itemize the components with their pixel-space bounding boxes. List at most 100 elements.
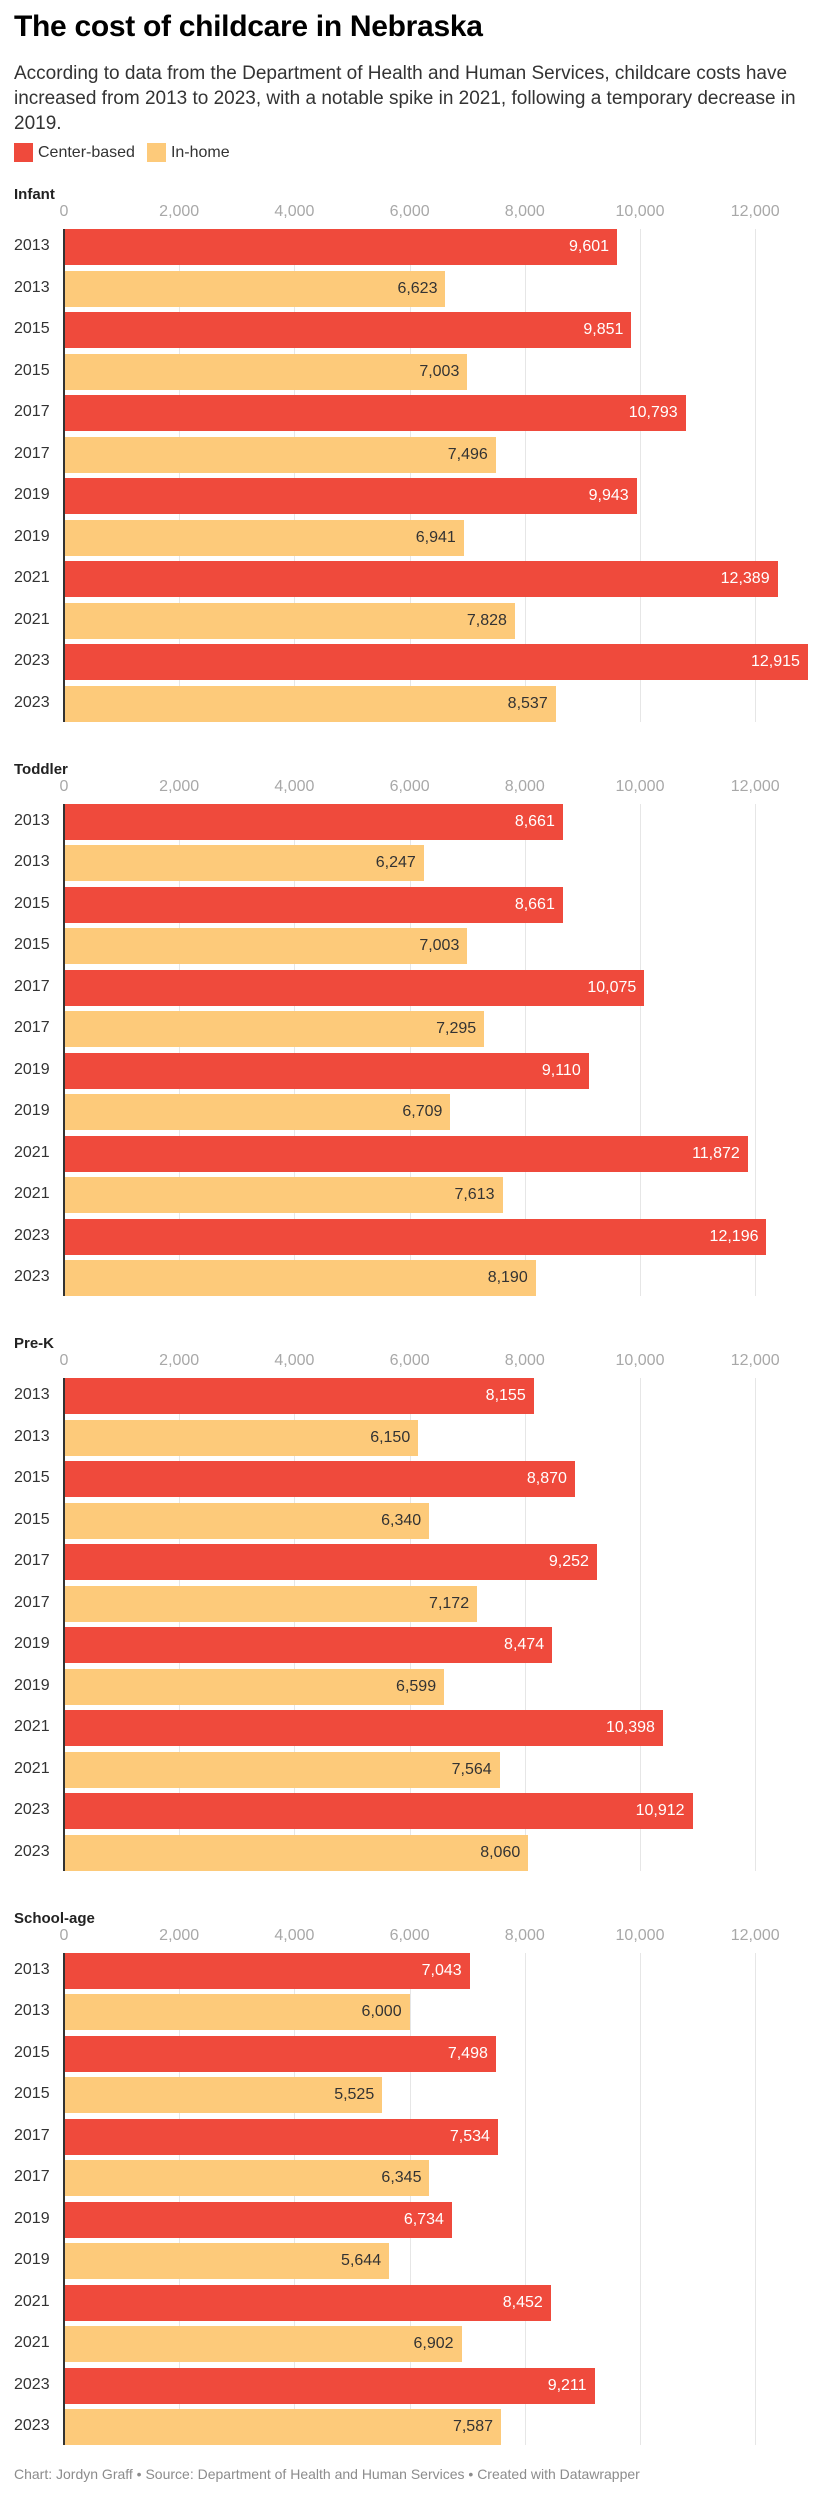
bar-value-label: 10,793	[628, 404, 678, 421]
bar-value-label: 8,155	[485, 1387, 526, 1404]
bar-in-home: 6,902	[64, 2326, 462, 2362]
legend-item-in-home: In-home	[146, 143, 230, 162]
bar-value-label: 6,902	[413, 2335, 454, 2352]
row-label-year: 2019	[14, 1102, 50, 1119]
row-label-year: 2015	[14, 2085, 50, 2102]
bar-center-based: 10,793	[64, 395, 686, 431]
bar-in-home: 7,587	[64, 2409, 501, 2445]
gridline	[755, 1378, 757, 1871]
bar-value-label: 7,564	[451, 1760, 492, 1778]
legend: Center-based In-home	[14, 143, 242, 162]
gridline	[524, 803, 526, 1296]
panel-title: Toddler	[14, 760, 68, 778]
row-label-year: 2021	[14, 1143, 50, 1161]
x-tick-label: 4,000	[274, 203, 315, 220]
gridline	[294, 229, 296, 722]
bar-center-based: 6,734	[64, 2201, 452, 2238]
row-label-year: 2017	[14, 1552, 50, 1569]
legend-item-center-based: Center-based	[14, 143, 135, 162]
bar-in-home: 7,613	[64, 1177, 503, 1213]
bar-center-based: 11,872	[64, 1135, 748, 1172]
row-label-year: 2017	[14, 977, 50, 995]
bar-center-based: 10,912	[64, 1793, 693, 1829]
row-label-year: 2023	[14, 693, 50, 711]
bar-value-label: 6,709	[402, 1103, 443, 1120]
bar-value-label: 7,003	[419, 362, 460, 380]
x-tick-label: 8,000	[504, 777, 545, 795]
bar-in-home: 7,003	[64, 353, 468, 390]
x-tick-label: 12,000	[730, 1352, 780, 1369]
panel-title: Pre-K	[14, 1335, 55, 1352]
bar-in-home: 6,150	[64, 1419, 419, 1456]
bar-value-label: 8,537	[507, 694, 548, 712]
gridline	[179, 1378, 181, 1871]
row-label-year: 2023	[14, 652, 50, 669]
bar-value-label: 8,452	[502, 2293, 543, 2311]
bar-value-label: 6,623	[397, 279, 438, 297]
bar-value-label: 7,496	[447, 445, 488, 463]
row-label-year: 2021	[14, 1718, 50, 1735]
bar-value-label: 6,247	[375, 854, 416, 871]
bar-value-label: 7,003	[419, 937, 460, 954]
bar-in-home: 7,172	[64, 1585, 478, 1622]
bar-value-label: 9,601	[568, 238, 610, 255]
bar-value-label: 9,211	[547, 2376, 587, 2394]
x-tick-label: 6,000	[389, 1926, 430, 1944]
bar-value-label: 8,060	[480, 1843, 521, 1861]
gridline	[409, 803, 411, 1296]
bar-in-home: 6,340	[64, 1502, 430, 1539]
row-label-year: 2023	[14, 1842, 50, 1860]
x-tick-label: 8,000	[504, 203, 545, 220]
axis-baseline	[63, 1952, 65, 2445]
row-label-year: 2015	[14, 361, 50, 379]
bar-in-home: 6,709	[64, 1094, 451, 1130]
gridline	[409, 1378, 411, 1871]
row-label-year: 2017	[14, 1593, 50, 1611]
bar-in-home: 5,644	[64, 2243, 390, 2279]
x-tick-label: 2,000	[159, 203, 200, 220]
row-label-year: 2023	[14, 2417, 50, 2434]
row-label-year: 2021	[14, 1759, 50, 1777]
bar-value-label: 12,915	[750, 653, 800, 670]
legend-label: In-home	[170, 143, 230, 161]
row-label-year: 2021	[14, 569, 50, 586]
bar-value-label: 7,295	[436, 1020, 477, 1037]
gridline	[755, 803, 757, 1296]
x-tick-label: 4,000	[274, 1352, 315, 1369]
row-label-year: 2013	[14, 853, 50, 870]
row-label-year: 2019	[14, 527, 50, 545]
x-tick-label: 6,000	[389, 1352, 430, 1369]
bar-value-label: 7,828	[466, 611, 507, 629]
bar-value-label: 9,252	[548, 1553, 589, 1570]
bar-in-home: 7,828	[64, 602, 515, 639]
row-label-year: 2013	[14, 1386, 50, 1403]
gridline	[179, 1952, 181, 2445]
bar-center-based: 9,601	[64, 229, 618, 265]
bar-value-label: 7,613	[454, 1186, 495, 1203]
row-label-year: 2015	[14, 320, 50, 337]
gridline	[409, 229, 411, 722]
bar-center-based: 9,211	[64, 2367, 595, 2404]
panel-title: Infant	[14, 186, 55, 203]
axis-baseline	[63, 803, 65, 1296]
bar-value-label: 12,389	[720, 570, 770, 587]
row-label-year: 2015	[14, 894, 50, 912]
gridline	[640, 229, 641, 722]
bar-center-based: 7,534	[64, 2118, 498, 2155]
bar-in-home: 6,345	[64, 2160, 430, 2196]
row-label-year: 2017	[14, 444, 50, 462]
bar-in-home: 5,525	[64, 2077, 383, 2113]
bar-center-based: 8,452	[64, 2284, 551, 2321]
x-tick-label: 0	[59, 203, 69, 220]
gridline	[640, 1378, 641, 1871]
bar-center-based: 8,155	[64, 1378, 534, 1414]
row-label-year: 2023	[14, 1226, 50, 1244]
bar-in-home: 6,599	[64, 1668, 445, 1705]
bar-value-label: 7,587	[452, 2418, 493, 2435]
bar-center-based: 12,389	[64, 561, 778, 597]
gridline	[524, 1378, 526, 1871]
gridline	[294, 1952, 296, 2445]
x-tick-label: 0	[59, 777, 69, 795]
bar-center-based: 7,043	[64, 1952, 470, 1989]
bar-center-based: 7,498	[64, 2035, 496, 2072]
